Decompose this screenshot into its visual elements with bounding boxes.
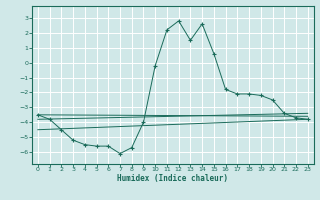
X-axis label: Humidex (Indice chaleur): Humidex (Indice chaleur): [117, 174, 228, 183]
